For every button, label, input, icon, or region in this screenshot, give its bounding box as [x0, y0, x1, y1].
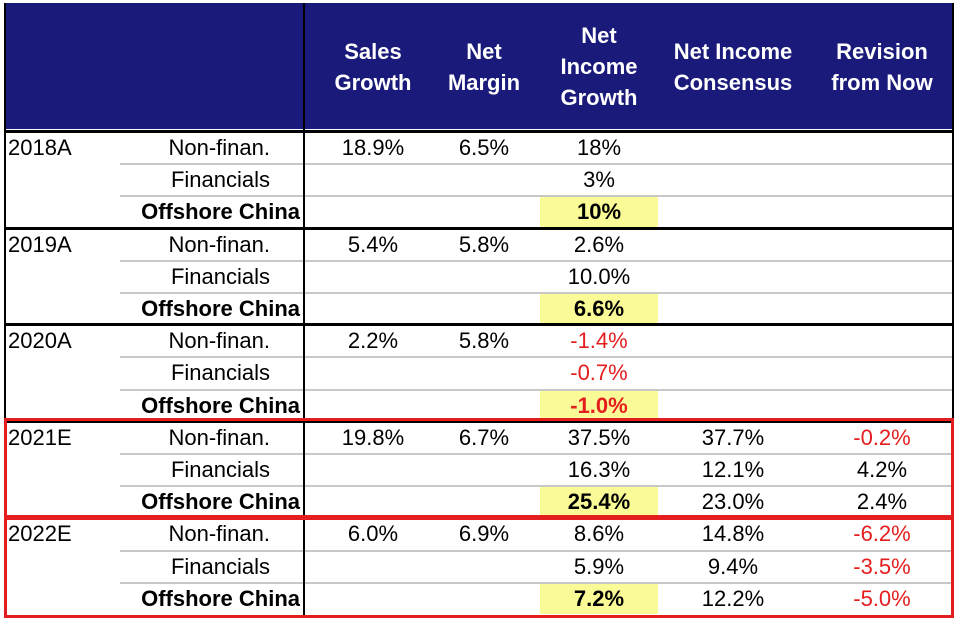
header-background — [4, 3, 954, 129]
left-border — [4, 3, 6, 616]
value-sales-growth: 2.2% — [347, 328, 399, 354]
value-ni-growth: -1.0% — [570, 392, 628, 418]
value-ni-growth: 6.6% — [573, 296, 625, 321]
row-separator — [120, 453, 954, 455]
value-ni-consensus: 12.1% — [701, 457, 765, 482]
value-ni-growth: 7.2% — [573, 585, 625, 611]
value-net-margin: 6.5% — [458, 135, 510, 160]
segment-label: Non-finan. — [168, 521, 270, 547]
segment-label: Offshore China — [141, 585, 300, 611]
value-ni-growth: 8.6% — [573, 521, 625, 547]
group-divider — [4, 419, 954, 423]
highlight-cell — [540, 294, 658, 325]
segment-label: Offshore China — [141, 296, 300, 321]
segment-label: Non-finan. — [168, 231, 270, 257]
row-separator — [120, 549, 954, 552]
segment-label: Offshore China — [141, 199, 300, 225]
group-divider — [4, 323, 954, 327]
header-net-margin: Net Margin — [447, 39, 521, 95]
value-revision: 2.4% — [856, 489, 908, 515]
value-ni-growth: 18% — [576, 135, 622, 160]
value-ni-growth: -1.4% — [570, 328, 628, 354]
row-separator — [120, 388, 954, 391]
value-sales-growth: 5.4% — [347, 231, 399, 257]
highlight-cell — [540, 197, 658, 228]
highlight-cell — [540, 390, 658, 421]
highlight-cell — [540, 583, 658, 614]
value-revision: -3.5% — [853, 553, 911, 579]
value-net-margin: 5.8% — [458, 328, 510, 354]
value-ni-growth: 25.4% — [567, 489, 631, 515]
value-sales-growth: 18.9% — [341, 135, 405, 160]
row-separator — [120, 259, 954, 262]
value-ni-growth: 3% — [583, 167, 615, 193]
group-divider — [4, 130, 954, 133]
value-ni-growth: 5.9% — [573, 553, 625, 579]
header-sales-growth: Sales Growth — [334, 39, 412, 95]
value-net-margin: 5.8% — [458, 231, 510, 257]
value-ni-growth: 2.6% — [573, 231, 625, 257]
segment-divider — [303, 3, 305, 616]
segment-label: Non-finan. — [168, 424, 270, 450]
value-ni-growth: 10% — [576, 199, 622, 225]
value-net-margin: 6.9% — [458, 521, 510, 547]
segment-label: Financials — [170, 263, 270, 289]
value-ni-growth: 10.0% — [567, 263, 631, 289]
segment-label: Financials — [170, 360, 270, 386]
row-separator — [120, 356, 954, 359]
value-revision: -5.0% — [853, 585, 911, 611]
estimate-box-2022 — [4, 515, 954, 618]
segment-label: Financials — [170, 457, 270, 482]
value-ni-consensus: 14.8% — [701, 521, 765, 547]
segment-label: Financials — [170, 167, 270, 193]
header-revision: Revision from Now — [831, 39, 933, 95]
value-ni-consensus: 12.2% — [701, 585, 765, 611]
row-separator — [120, 292, 954, 294]
estimate-box-2021 — [4, 417, 954, 521]
year-label: 2019A — [8, 231, 72, 257]
highlight-cell — [540, 487, 658, 518]
row-separator — [120, 485, 954, 488]
year-label: 2022E — [8, 521, 72, 547]
segment-label: Offshore China — [141, 392, 300, 418]
header-ni-consensus: Net Income Consensus — [673, 39, 793, 95]
row-separator — [120, 195, 954, 198]
value-revision: 4.2% — [856, 457, 908, 482]
value-ni-growth: 37.5% — [567, 424, 631, 450]
value-ni-growth: 16.3% — [567, 457, 631, 482]
year-label: 2020A — [8, 328, 72, 354]
value-ni-growth: -0.7% — [570, 360, 628, 386]
segment-label: Non-finan. — [168, 328, 270, 354]
group-divider — [4, 226, 954, 230]
value-revision: -0.2% — [853, 424, 911, 450]
row-separator — [120, 581, 954, 584]
header-ni-growth: Net Income Growth — [560, 23, 638, 110]
value-ni-consensus: 23.0% — [701, 489, 765, 515]
value-sales-growth: 6.0% — [347, 521, 399, 547]
value-net-margin: 6.7% — [458, 424, 510, 450]
segment-label: Offshore China — [141, 489, 300, 515]
value-sales-growth: 19.8% — [341, 424, 405, 450]
right-border — [952, 3, 954, 423]
segment-label: Non-finan. — [168, 135, 270, 160]
year-label: 2021E — [8, 424, 72, 450]
row-separator — [120, 163, 954, 166]
segment-label: Financials — [170, 553, 270, 579]
value-revision: -6.2% — [853, 521, 911, 547]
value-ni-consensus: 9.4% — [707, 553, 759, 579]
value-ni-consensus: 37.7% — [701, 424, 765, 450]
year-label: 2018A — [8, 135, 72, 160]
